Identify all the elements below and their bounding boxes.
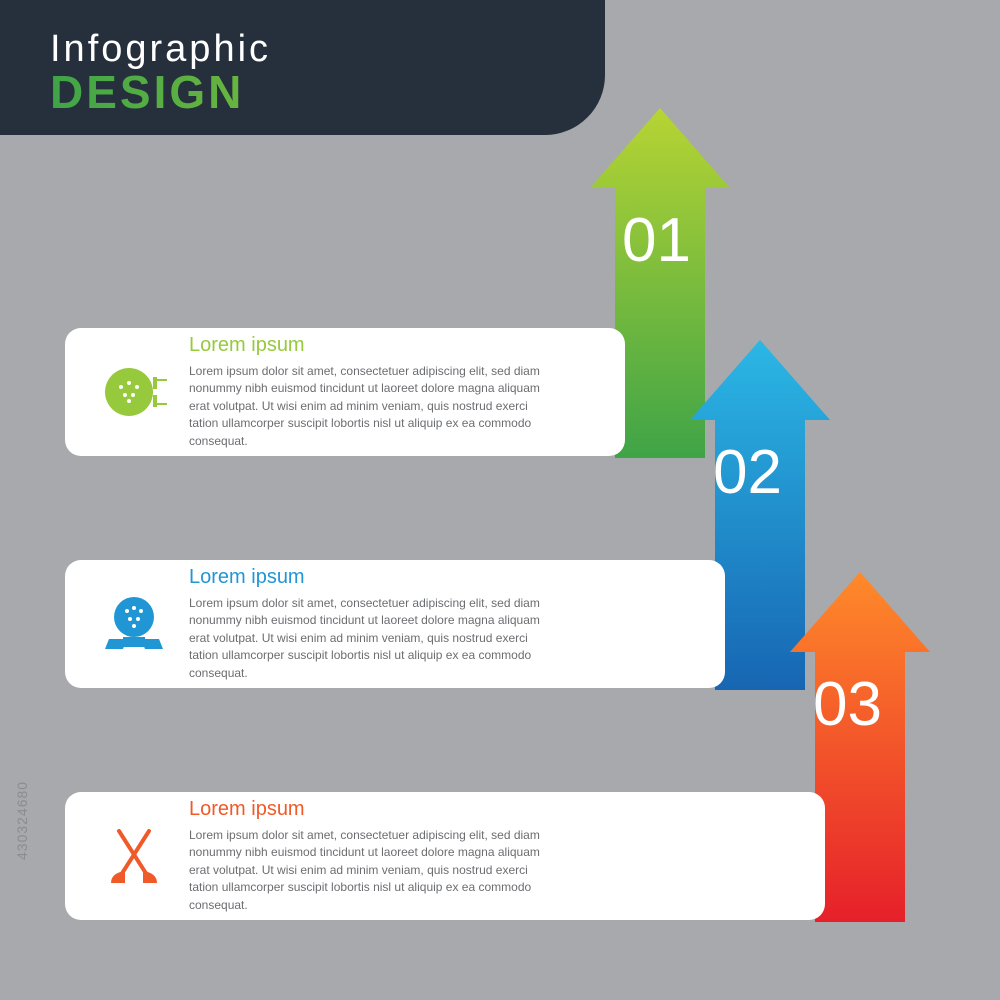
step-card-3: Lorem ipsum Lorem ipsum dolor sit amet, …	[65, 792, 825, 920]
golf-sign-icon	[89, 357, 179, 427]
step-number-3: 03	[813, 669, 882, 740]
infographic-stage: Lorem ipsum Lorem ipsum dolor sit amet, …	[65, 0, 935, 1000]
step-card-1: Lorem ipsum Lorem ipsum dolor sit amet, …	[65, 328, 625, 456]
golf-award-icon	[89, 589, 179, 659]
step-number-1: 01	[622, 205, 691, 276]
step-2-title: Lorem ipsum	[189, 566, 701, 589]
step-1-title: Lorem ipsum	[189, 334, 601, 357]
watermark-id: 430324680	[14, 781, 30, 860]
step-3-body: Lorem ipsum dolor sit amet, consectetuer…	[189, 827, 549, 914]
step-3-title: Lorem ipsum	[189, 798, 801, 821]
step-2-body: Lorem ipsum dolor sit amet, consectetuer…	[189, 595, 549, 682]
golf-clubs-icon	[89, 821, 179, 891]
step-number-2: 02	[713, 437, 782, 508]
step-1-body: Lorem ipsum dolor sit amet, consectetuer…	[189, 363, 549, 450]
step-card-2: Lorem ipsum Lorem ipsum dolor sit amet, …	[65, 560, 725, 688]
